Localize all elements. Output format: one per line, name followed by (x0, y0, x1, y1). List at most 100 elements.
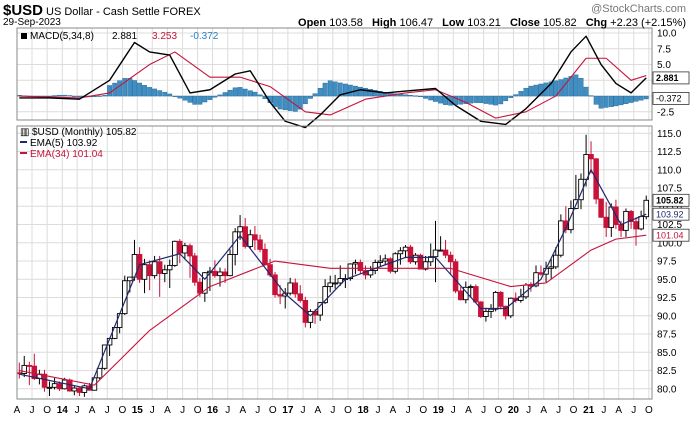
candle (262, 243, 268, 266)
macd-histogram-bar (438, 95, 444, 104)
close-value-tag-text: 105.82 (656, 196, 684, 206)
close-value: 105.82 (542, 17, 577, 29)
x-tick-label: J (406, 405, 411, 416)
candle-body (51, 383, 58, 388)
macd-histogram-bar (363, 87, 368, 97)
candle-body (468, 286, 474, 289)
candle-body (172, 240, 178, 266)
candle (287, 277, 293, 296)
x-tick-label: J (255, 405, 260, 416)
macd-histogram-bar (418, 95, 423, 98)
candle-body (307, 310, 314, 323)
candle-body (432, 249, 439, 258)
macd-histogram-bar (252, 91, 258, 97)
candle-body (327, 282, 333, 288)
candle (417, 253, 424, 270)
price-y-tick-label: 102.5 (657, 220, 682, 231)
candle (202, 271, 208, 302)
macd-histogram-bar (337, 82, 343, 97)
macd-histogram-bar (197, 95, 203, 105)
x-tick-label: J (330, 405, 335, 416)
candle-body (257, 239, 263, 250)
candle (578, 173, 584, 210)
macd-histogram-bar (643, 95, 649, 100)
candle (357, 259, 364, 274)
macd-histogram-bar (563, 77, 569, 97)
macd-histogram-bar (372, 90, 378, 97)
macd-histogram-bar (463, 95, 469, 104)
price-y-tick-label: 87.5 (657, 330, 677, 341)
x-tick-label: 19 (433, 405, 445, 416)
candle (172, 240, 178, 267)
macd-histogram-bar (327, 80, 333, 97)
candle (141, 258, 148, 294)
candle (538, 265, 544, 276)
macd-histogram-bar (247, 90, 253, 97)
candle (508, 297, 514, 318)
candle (51, 377, 58, 390)
macd-histogram-bar (172, 95, 178, 97)
candle (427, 243, 434, 267)
candle-body (643, 199, 649, 218)
ema5-line (19, 169, 647, 390)
candle-body (177, 240, 183, 254)
candle (473, 284, 479, 303)
macd-legend-signal: 3.253 (152, 31, 177, 42)
macd-histogram-bar (177, 95, 183, 99)
candle-body (141, 264, 148, 280)
candle-body (598, 198, 604, 218)
candle-body (56, 383, 63, 390)
macd-histogram-bar (157, 90, 163, 97)
macd-histogram-bar (638, 95, 644, 101)
candle (588, 141, 594, 174)
candle-body (377, 260, 384, 263)
chart-date: 29-Sep-2023 (3, 17, 61, 28)
macd-histogram-bar (292, 95, 298, 112)
candle-body (633, 221, 639, 230)
macd-histogram-bar (297, 95, 303, 110)
macd-histogram-bar (127, 78, 133, 97)
candle-body (473, 286, 479, 303)
macd-histogram-bar (598, 95, 604, 109)
ema34-value-tag-box (652, 228, 690, 242)
candle-body (397, 250, 404, 255)
price-y-tick-label: 90.0 (657, 311, 677, 322)
histogram-value-tag-text: -0.372 (656, 94, 682, 104)
price-y-tick-label: 95.0 (657, 275, 677, 286)
histogram-value-tag-box (652, 91, 690, 105)
macd-histogram-bar (403, 94, 408, 97)
candle-body (332, 282, 338, 285)
x-tick-label: A (615, 405, 622, 416)
candle-body (387, 258, 394, 272)
candle (81, 384, 88, 397)
candle (638, 210, 644, 231)
candle (242, 217, 248, 249)
candle-body (232, 231, 238, 255)
symbol-ticker: $USD (3, 2, 44, 19)
candle (548, 258, 554, 279)
candle-body (136, 254, 143, 280)
price-y-tick-label: 92.5 (657, 293, 677, 304)
candle-body (352, 262, 359, 265)
candle-body (618, 224, 624, 231)
open-value: 103.58 (329, 17, 363, 29)
macd-legend-hist: -0.372 (190, 31, 219, 42)
price-y-tick-label: 105.0 (657, 202, 682, 213)
macd-value-tag-text: 2.881 (656, 73, 679, 83)
candle (257, 234, 263, 253)
candle (628, 209, 634, 229)
candle-body (166, 264, 173, 271)
macd-histogram-bar (212, 95, 218, 98)
candle-body (16, 372, 23, 375)
price-legend-icon: ▥ (20, 127, 29, 138)
x-tick-label: O (43, 405, 51, 416)
open-label: Open (298, 17, 327, 29)
candle (402, 244, 409, 259)
macd-legend-macd: 2.881 (112, 31, 137, 42)
candle (96, 367, 103, 380)
candle-body (417, 254, 424, 270)
macd-histogram-bar (603, 95, 609, 108)
candle-body (447, 254, 454, 263)
candle-body (252, 234, 258, 241)
candle-body (457, 290, 464, 301)
